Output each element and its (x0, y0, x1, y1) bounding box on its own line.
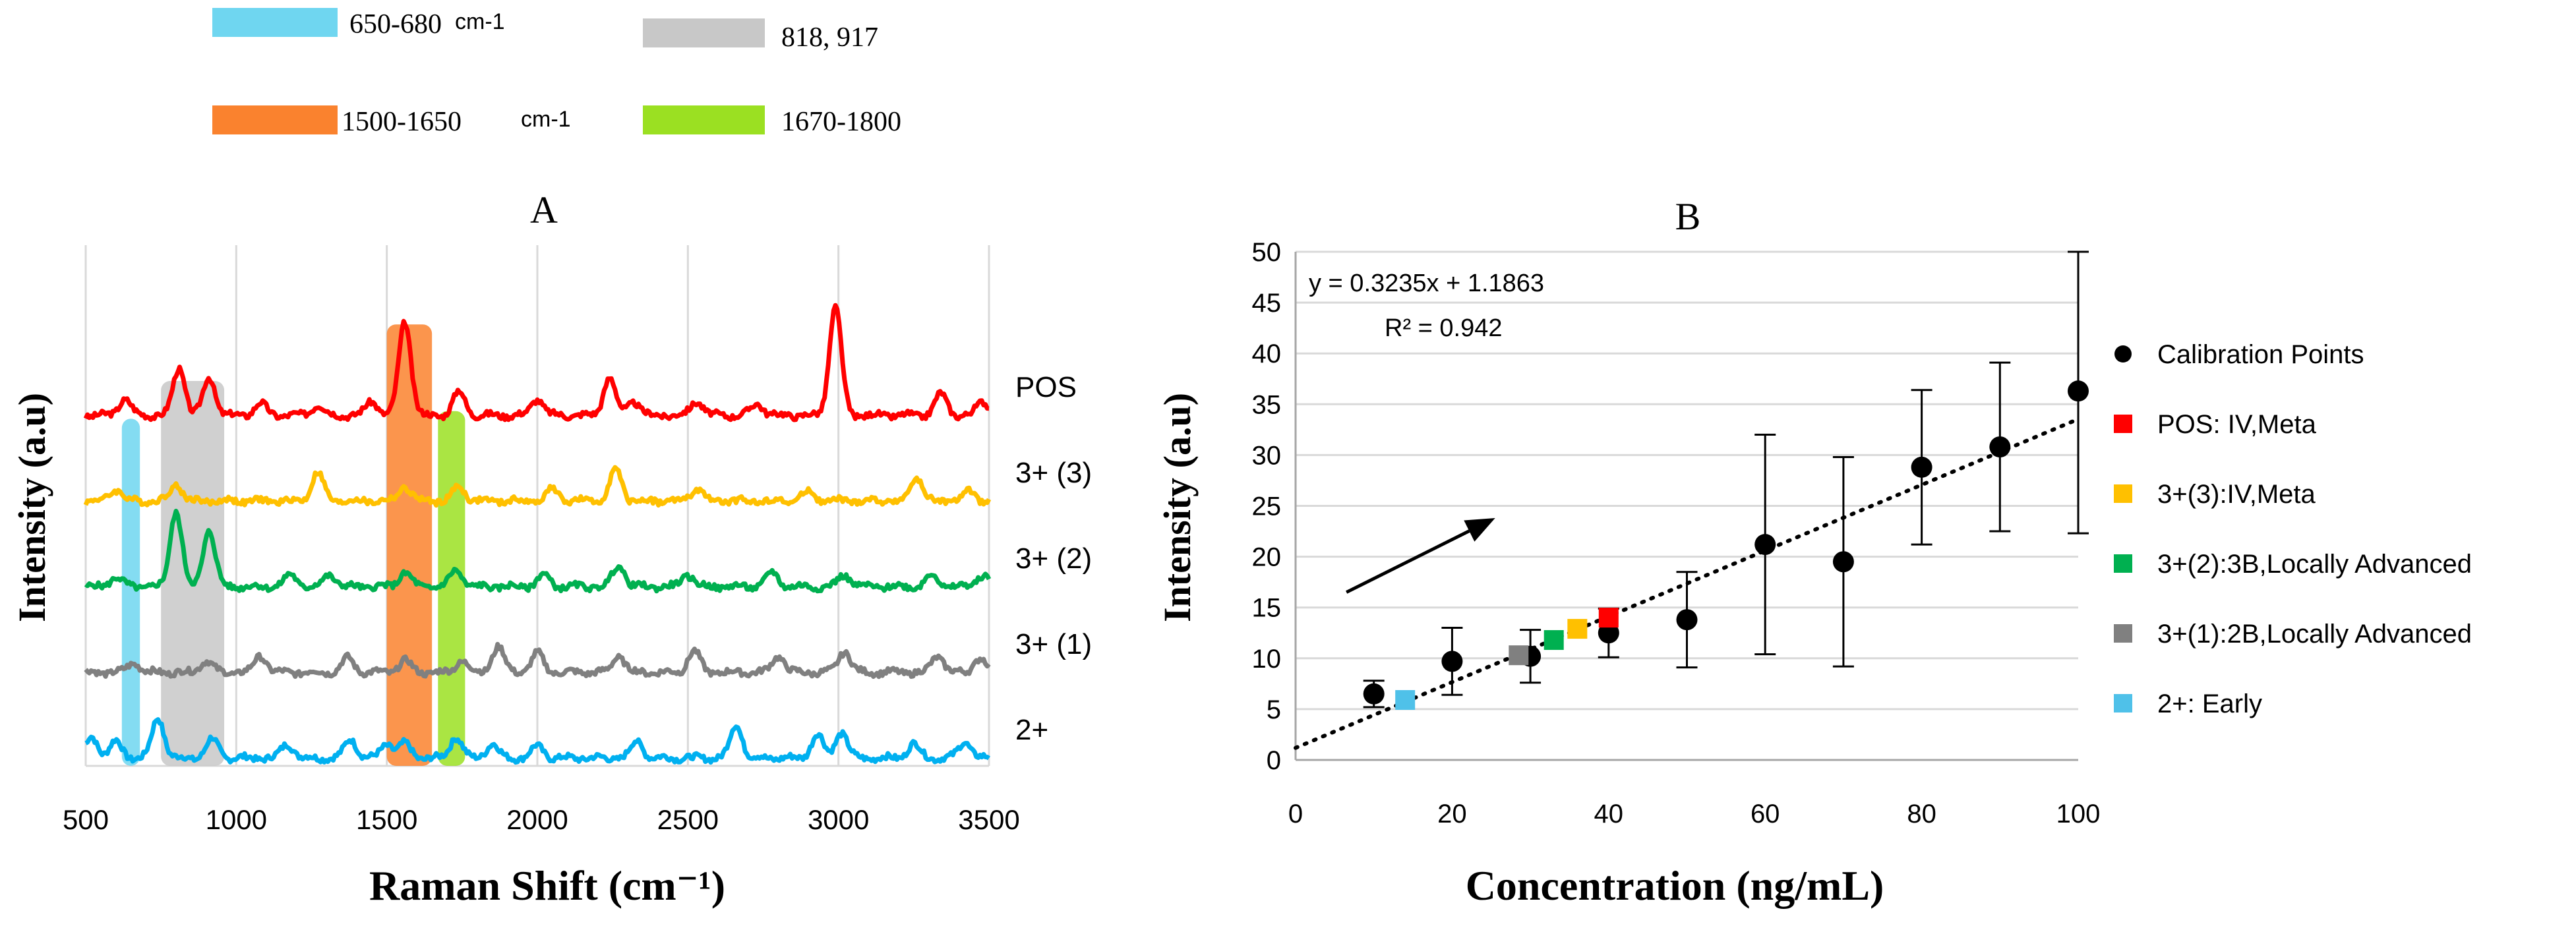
chart-b-sample-points (1395, 608, 1619, 711)
chart-b-arrow (1346, 529, 1470, 594)
chart-a-x-ticks: 500 1000 1500 2000 2500 3000 3500 (63, 804, 1020, 835)
chart-a-band-620-680 (121, 419, 140, 766)
chart-b-calibration-point (1441, 651, 1463, 672)
chart-b-calibration-point (1911, 456, 1932, 478)
chart-a-x-tick-label: 1500 (356, 804, 417, 835)
chart-b-legend-marker-3-1-2b-locally-advanced (2114, 624, 2132, 643)
chart-a-series-2 (84, 717, 991, 765)
chart-a-series-label-3-2: 3+ (2) (1015, 542, 1092, 575)
chart-b-legend-label-3-1-2b-locally-advanced: 3+(1):2B,Locally Advanced (2157, 620, 2472, 649)
chart-a-x-tick-label: 1000 (206, 804, 267, 835)
legend-swatch-818-917 (643, 18, 765, 47)
chart-a: A POS 3+ (3) 3+ (2) 3+ (1) 2+ 500 1000 1500 200… (11, 189, 1092, 909)
chart-b-calibration-point (1676, 609, 1698, 631)
legend-swatch-1670-1800 (643, 105, 765, 134)
chart-b-sample-3-3-iv-meta (1567, 619, 1588, 639)
chart-a-band-1670-1760 (438, 411, 465, 766)
chart-b-legend-label-2-early: 2+: Early (2157, 689, 2262, 718)
legend-label-818-917: 818, 917 (781, 22, 878, 53)
chart-a-x-tick-label: 3500 (958, 804, 1019, 835)
chart-b-y-tick-label: 45 (1252, 289, 1282, 318)
chart-b-legend-label-calibration-points: Calibration Points (2157, 340, 2364, 369)
chart-b-x-tick-label: 100 (2056, 799, 2101, 828)
chart-b-x-axis-label: Concentration (ng/mL) (1466, 862, 1884, 909)
chart-a-series-labels: POS 3+ (3) 3+ (2) 3+ (1) 2+ (1015, 371, 1092, 746)
chart-a-series-label-3-1: 3+ (1) (1015, 628, 1092, 660)
chart-a-series-3-3 (83, 465, 992, 508)
chart-b-legend: Calibration Points POS: IV,Meta 3+(3):IV,M… (2114, 340, 2472, 718)
chart-b-legend-marker-3-2-3b-locally-advanced (2114, 554, 2132, 573)
chart-b-y-tick-label: 50 (1252, 238, 1282, 267)
chart-b-sample-3-2-3b-locally-advanced (1543, 630, 1564, 651)
chart-b-y-tick-label: 0 (1267, 746, 1281, 775)
chart-b-calibration-point (1363, 683, 1385, 705)
legend-unit-1500-1650: cm-1 (521, 107, 571, 132)
chart-a-x-tick-label: 500 (63, 804, 109, 835)
chart-b-x-tick-label: 80 (1907, 799, 1936, 828)
chart-a-x-tick-label: 2000 (506, 804, 568, 835)
chart-b-sample-2-early (1395, 690, 1416, 711)
chart-b-title: B (1675, 195, 1701, 238)
chart-b-legend-label-3-3-iv-meta: 3+(3):IV,Meta (2157, 480, 2316, 509)
chart-b-calibration-point (2068, 380, 2089, 402)
chart-b-sample-3-1-2b-locally-advanced (1509, 645, 1529, 666)
chart-a-series-3-1 (84, 641, 991, 680)
chart-b-calibration-point (1989, 436, 2011, 458)
chart-a-series-pos (83, 303, 990, 422)
chart-b-x-tick-label: 20 (1437, 799, 1467, 828)
legend-label-650-680: 650-680 (349, 9, 442, 40)
chart-b-x-tick-label: 0 (1288, 799, 1303, 828)
chart-a-title: A (530, 189, 558, 231)
chart-a-series (83, 303, 992, 765)
chart-b-y-tick-label: 40 (1252, 339, 1282, 368)
chart-b-y-tick-label: 15 (1252, 594, 1282, 623)
chart-b-legend-marker-pos-iv-meta (2114, 415, 2132, 433)
chart-a-series-3-2 (84, 508, 992, 594)
chart-a-band-750-960 (161, 381, 225, 766)
chart-a-y-axis-label: Intensity (a.u) (11, 393, 53, 622)
chart-b-x-tick-label: 40 (1594, 799, 1624, 828)
chart-a-x-tick-label: 2500 (657, 804, 719, 835)
chart-b-y-tick-label: 5 (1267, 695, 1281, 724)
chart-b-y-tick-label: 35 (1252, 390, 1282, 419)
chart-b-x-tick-label: 60 (1751, 799, 1780, 828)
chart-b-legend-marker-2-early (2114, 694, 2132, 712)
chart-b-legend-label-3-2-3b-locally-advanced: 3+(2):3B,Locally Advanced (2157, 550, 2472, 579)
chart-b-y-axis-label: Intensity (a.u) (1156, 393, 1199, 622)
chart-b-x-ticks: 0 20 40 60 80 100 (1288, 799, 2101, 828)
legend-swatch-650-680 (212, 8, 338, 37)
chart-b-sample-pos-iv-meta (1598, 608, 1619, 628)
chart-b-calibration-points (1363, 380, 2089, 705)
legend-swatch-1500-1650 (212, 105, 338, 134)
chart-a-band-1500-1650 (386, 324, 433, 766)
chart-b-y-tick-label: 10 (1252, 645, 1282, 674)
chart-a-series-label-3-3: 3+ (3) (1015, 457, 1092, 489)
top-legend: 650-680 cm-1 818, 917 1500-1650 cm-1 167… (212, 8, 901, 137)
chart-b-legend-marker-3-3-iv-meta (2114, 484, 2132, 503)
chart-a-series-label-pos: POS (1015, 371, 1077, 403)
chart-b-calibration-point (1598, 622, 1619, 644)
chart-b-arrow-head (1464, 518, 1495, 542)
legend-label-1500-1650: 1500-1650 (342, 107, 462, 137)
chart-a-series-label-2: 2+ (1015, 714, 1048, 746)
chart-a-x-tick-label: 3000 (808, 804, 869, 835)
legend-unit-650-680: cm-1 (455, 9, 505, 34)
chart-b-r-squared: R² = 0.942 (1385, 314, 1503, 342)
chart-b-legend-marker-calibration-points (2114, 345, 2132, 363)
chart-a-x-axis-label: Raman Shift (cm⁻¹) (369, 862, 725, 909)
chart-b-y-tick-label: 20 (1252, 543, 1282, 572)
legend-label-1670-1800: 1670-1800 (781, 107, 901, 137)
chart-b-legend-label-pos-iv-meta: POS: IV,Meta (2157, 410, 2317, 439)
chart-b-y-tick-label: 25 (1252, 492, 1282, 521)
chart-b-calibration-point (1832, 551, 1854, 573)
chart-b: B 0 5 10 15 20 25 30 35 40 45 50 0 20 40 60 80 100 y = … (1156, 195, 2472, 909)
chart-b-trend-equation: y = 0.3235x + 1.1863 (1309, 270, 1544, 297)
chart-b-y-ticks: 0 5 10 15 20 25 30 35 40 45 50 (1252, 238, 1282, 775)
chart-b-y-tick-label: 30 (1252, 441, 1282, 470)
chart-b-calibration-point (1754, 534, 1776, 556)
